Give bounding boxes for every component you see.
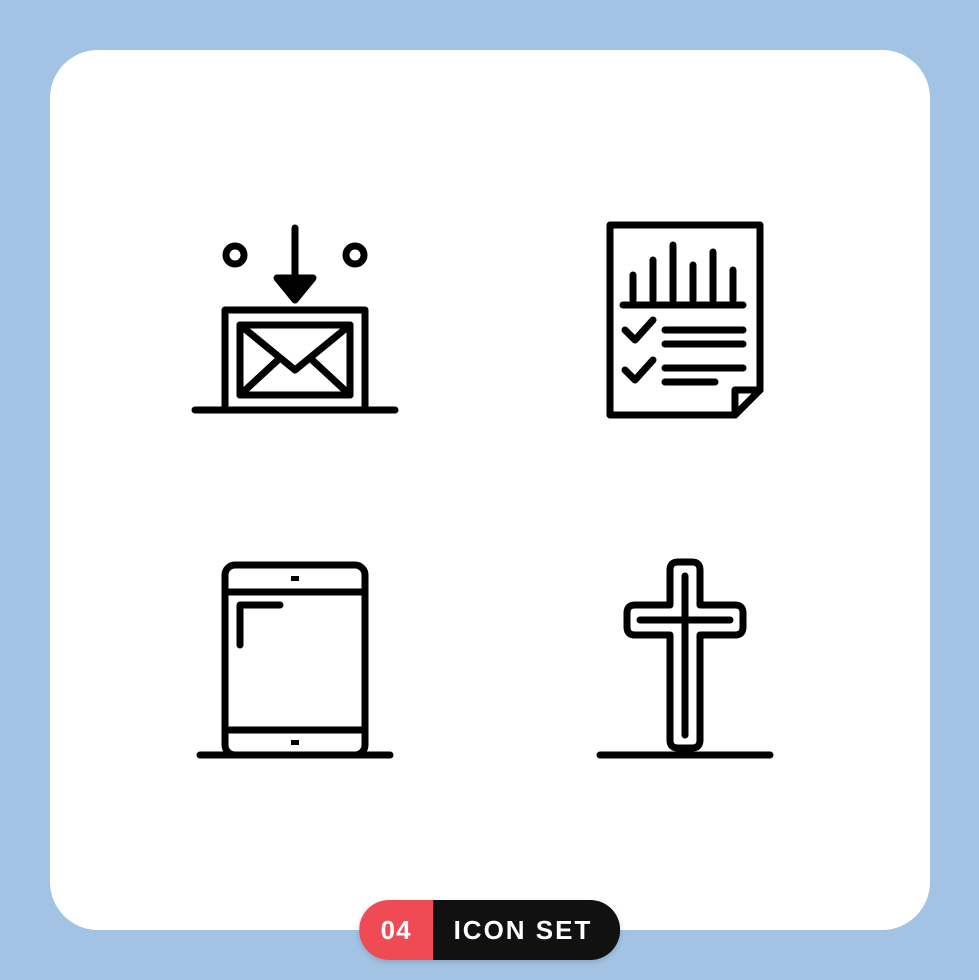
laptop-email-download-icon bbox=[185, 210, 405, 430]
cross-icon bbox=[575, 550, 795, 770]
icon-grid bbox=[125, 150, 855, 830]
tablet-device-icon bbox=[185, 550, 405, 770]
badge-number: 04 bbox=[359, 900, 434, 960]
icon-set-badge: 04 ICON SET bbox=[359, 900, 621, 960]
badge-label: ICON SET bbox=[434, 900, 621, 960]
icon-card: 04 ICON SET bbox=[50, 50, 930, 930]
report-checklist-icon bbox=[575, 210, 795, 430]
